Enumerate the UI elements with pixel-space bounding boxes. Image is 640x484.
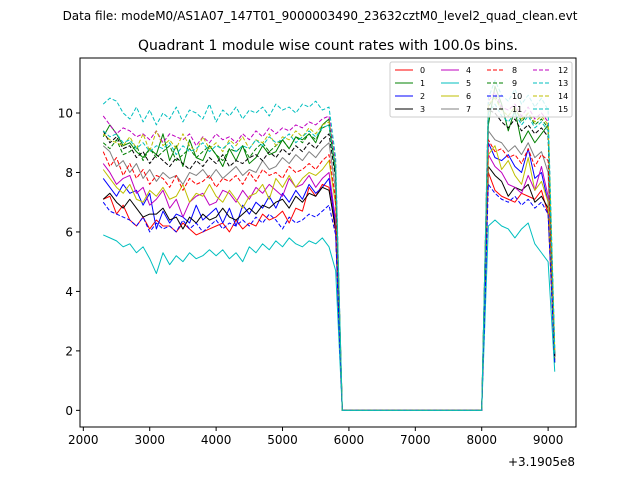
y-tick-label: 6 [65,225,73,239]
legend-label-14: 14 [558,92,568,101]
series-line-15 [102,103,556,411]
legend-label-7: 7 [466,105,471,114]
series-line-8 [102,139,556,411]
legend-label-11: 11 [512,105,522,114]
y-tick-label: 4 [65,285,73,299]
chart-suptitle: Data file: modeM0/AS1A07_147T01_90000034… [63,9,578,23]
y-tick-label: 10 [58,107,73,121]
x-axis-offset-label: +3.1905e8 [508,455,575,469]
legend-label-6: 6 [466,92,471,101]
series-line-9 [102,94,556,411]
y-tick-label: 8 [65,166,73,180]
series-line-12 [102,91,556,411]
legend-label-2: 2 [420,92,425,101]
legend-label-12: 12 [558,66,568,75]
x-tick-label: 3000 [134,433,165,447]
legend-box [389,61,573,118]
series-line-10 [102,183,556,411]
y-tick-label: 2 [65,344,73,358]
x-tick-label: 6000 [334,433,365,447]
legend-label-4: 4 [466,66,471,75]
x-tick-label: 4000 [201,433,232,447]
chart-title: Quadrant 1 module wise count rates with … [138,38,518,54]
series-line-13 [102,79,556,411]
axes-frame [79,57,577,428]
legend-label-13: 13 [558,79,568,88]
plot-area [102,79,556,411]
legend-label-3: 3 [420,105,425,114]
y-tick-label: 0 [65,404,73,418]
legend-label-10: 10 [512,92,522,101]
x-tick-label: 5000 [267,433,298,447]
x-tick-label: 9000 [533,433,564,447]
legend-label-8: 8 [512,66,517,75]
x-tick-label: 8000 [466,433,497,447]
legend-label-1: 1 [420,79,425,88]
x-tick-label: 7000 [400,433,431,447]
x-tick-label: 2000 [68,433,99,447]
legend-label-5: 5 [466,79,471,88]
series-lines [102,79,556,411]
legend-label-9: 9 [512,79,517,88]
legend-label-0: 0 [420,66,425,75]
legend-label-15: 15 [558,105,568,114]
